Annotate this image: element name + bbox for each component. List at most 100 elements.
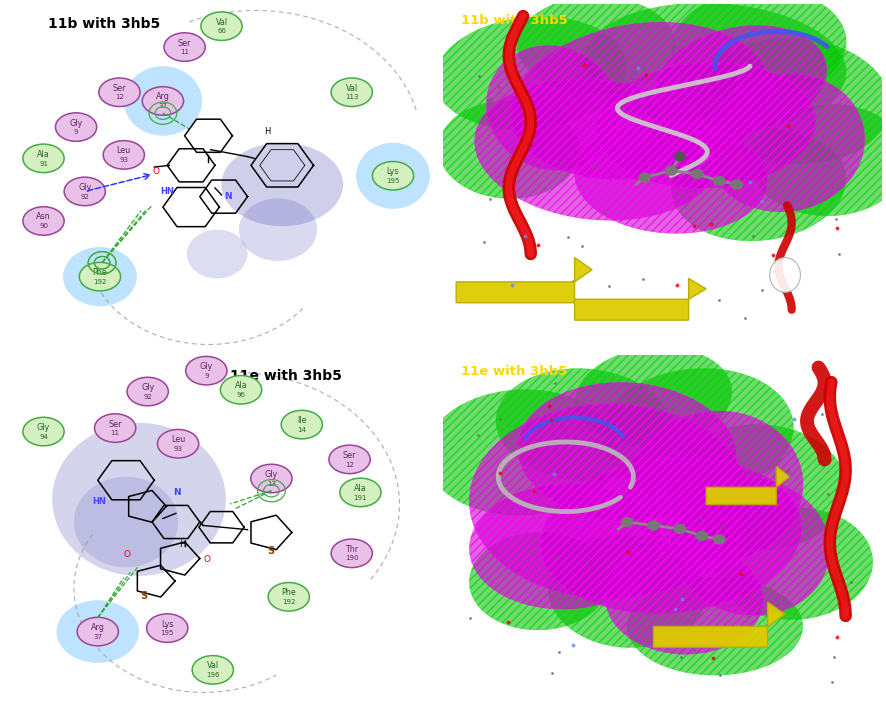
- Ellipse shape: [57, 600, 139, 663]
- Text: 92: 92: [81, 194, 89, 200]
- Ellipse shape: [222, 143, 343, 226]
- Text: 113: 113: [345, 94, 359, 100]
- Ellipse shape: [627, 578, 803, 675]
- Circle shape: [692, 170, 703, 178]
- Ellipse shape: [575, 121, 767, 234]
- Circle shape: [674, 153, 685, 160]
- Ellipse shape: [475, 79, 719, 220]
- Text: S: S: [268, 546, 275, 556]
- Text: Phe: Phe: [282, 589, 296, 597]
- Ellipse shape: [63, 247, 136, 306]
- Text: 91: 91: [39, 160, 48, 167]
- Ellipse shape: [671, 425, 846, 550]
- Text: Gly: Gly: [199, 362, 213, 371]
- Ellipse shape: [52, 423, 226, 576]
- Text: Gly: Gly: [37, 423, 51, 432]
- Text: Gly: Gly: [141, 383, 154, 392]
- Ellipse shape: [672, 128, 846, 241]
- Text: Ala: Ala: [235, 381, 247, 391]
- Ellipse shape: [164, 33, 206, 61]
- Ellipse shape: [192, 655, 233, 684]
- Text: Ser: Ser: [343, 451, 356, 460]
- Ellipse shape: [158, 430, 198, 458]
- Text: 14: 14: [298, 427, 307, 432]
- Ellipse shape: [656, 26, 827, 135]
- Circle shape: [621, 518, 633, 527]
- Ellipse shape: [80, 263, 120, 291]
- Text: HN: HN: [160, 187, 175, 196]
- Ellipse shape: [602, 368, 793, 495]
- Ellipse shape: [143, 87, 183, 115]
- Ellipse shape: [356, 143, 430, 209]
- Ellipse shape: [626, 411, 803, 564]
- Text: Arg: Arg: [156, 92, 170, 102]
- Text: 11e with 3hb5: 11e with 3hb5: [461, 366, 567, 378]
- Ellipse shape: [672, 0, 846, 102]
- Text: 196: 196: [206, 672, 220, 678]
- Circle shape: [648, 521, 659, 530]
- Ellipse shape: [496, 368, 671, 481]
- Text: 92: 92: [144, 393, 152, 400]
- Ellipse shape: [331, 539, 372, 567]
- Ellipse shape: [540, 459, 802, 613]
- Ellipse shape: [470, 404, 750, 599]
- Ellipse shape: [575, 347, 732, 446]
- Text: N: N: [224, 192, 232, 201]
- Ellipse shape: [605, 543, 763, 654]
- Text: H: H: [179, 540, 185, 550]
- Ellipse shape: [770, 258, 800, 293]
- Ellipse shape: [584, 3, 846, 129]
- Circle shape: [731, 180, 742, 189]
- Ellipse shape: [281, 410, 323, 439]
- Circle shape: [639, 173, 650, 182]
- Text: 190: 190: [345, 555, 359, 562]
- Ellipse shape: [64, 178, 105, 206]
- Text: N: N: [174, 488, 181, 497]
- Text: Ala: Ala: [37, 150, 50, 159]
- Text: 93: 93: [174, 446, 183, 452]
- Text: Gly: Gly: [265, 470, 278, 479]
- Text: Leu: Leu: [171, 435, 185, 444]
- Text: 94: 94: [39, 434, 48, 439]
- Ellipse shape: [56, 113, 97, 141]
- Text: 11b with 3hb5: 11b with 3hb5: [461, 14, 567, 27]
- Text: Ser: Ser: [178, 38, 191, 48]
- Text: Lys: Lys: [386, 168, 400, 176]
- Text: 37: 37: [93, 634, 102, 640]
- Text: 12: 12: [115, 94, 124, 100]
- Text: Leu: Leu: [117, 146, 131, 155]
- Text: 13: 13: [267, 481, 276, 486]
- Text: Asn: Asn: [36, 212, 51, 222]
- Ellipse shape: [74, 477, 178, 567]
- Circle shape: [674, 525, 686, 533]
- Ellipse shape: [750, 104, 886, 216]
- Ellipse shape: [239, 198, 317, 261]
- Ellipse shape: [439, 101, 579, 198]
- Text: O: O: [123, 550, 130, 559]
- Text: 11b with 3hb5: 11b with 3hb5: [48, 18, 160, 31]
- Text: O: O: [152, 167, 159, 176]
- Ellipse shape: [77, 617, 119, 646]
- Text: 93: 93: [120, 157, 128, 163]
- Text: 37: 37: [159, 103, 167, 109]
- Ellipse shape: [340, 478, 381, 507]
- Ellipse shape: [251, 464, 292, 493]
- Text: Ala: Ala: [354, 484, 367, 493]
- Text: 11: 11: [180, 49, 189, 55]
- Ellipse shape: [470, 484, 662, 609]
- Ellipse shape: [372, 161, 414, 190]
- Ellipse shape: [186, 356, 227, 385]
- Circle shape: [713, 177, 725, 185]
- Text: 11e with 3hb5: 11e with 3hb5: [230, 369, 342, 383]
- Polygon shape: [456, 258, 592, 302]
- Ellipse shape: [435, 17, 626, 129]
- Ellipse shape: [715, 508, 873, 620]
- Text: Phe: Phe: [92, 268, 107, 277]
- Ellipse shape: [705, 74, 865, 212]
- Text: H: H: [264, 127, 270, 136]
- Text: 96: 96: [237, 392, 245, 398]
- Text: 11: 11: [111, 430, 120, 436]
- Circle shape: [696, 531, 707, 540]
- Text: Val: Val: [346, 84, 358, 93]
- Text: 195: 195: [386, 178, 400, 184]
